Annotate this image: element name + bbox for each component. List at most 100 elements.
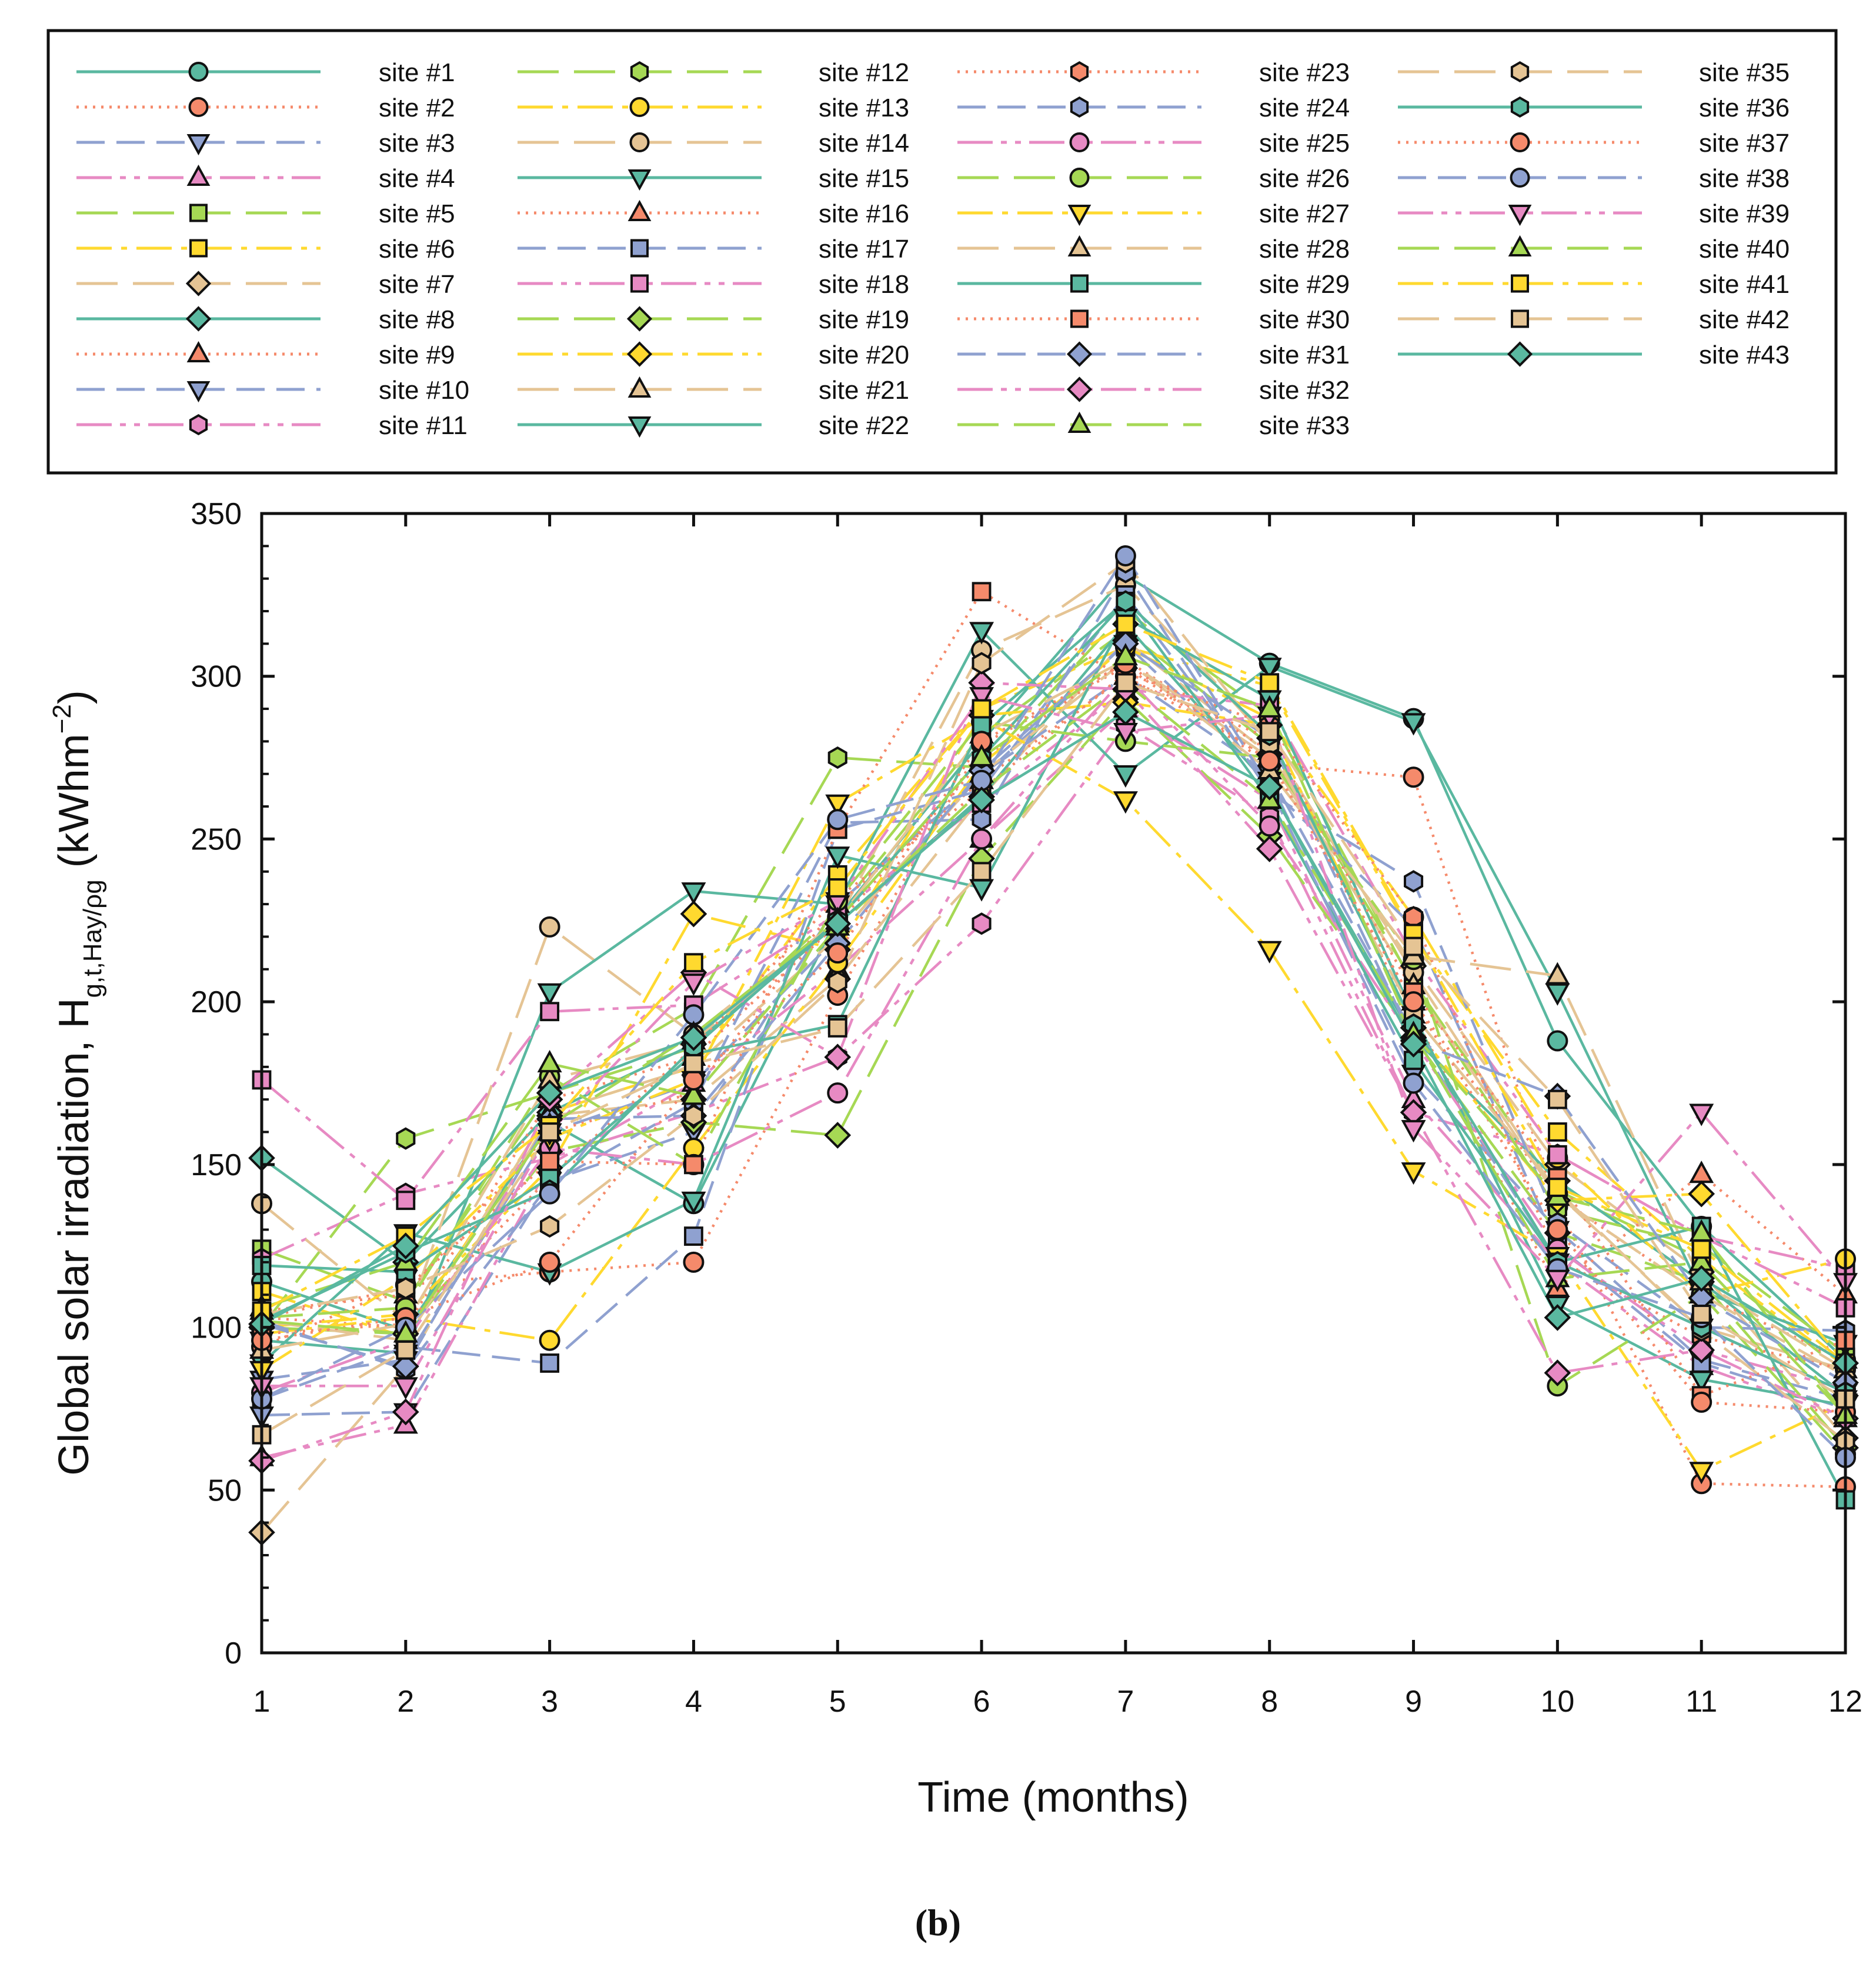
x-tick-label: 7 — [1117, 1685, 1134, 1719]
data-point — [971, 828, 993, 850]
data-point — [1689, 1161, 1714, 1183]
data-point — [972, 699, 992, 719]
series-line — [261, 688, 1847, 1309]
legend-label: site #35 — [1699, 58, 1790, 87]
data-point — [537, 983, 562, 1006]
legend-marker — [189, 204, 208, 222]
series-line — [261, 665, 1846, 1489]
data-point — [1545, 962, 1570, 985]
data-point — [681, 882, 706, 905]
series-line — [261, 698, 1847, 1449]
data-point — [540, 1215, 560, 1238]
data-point — [539, 1251, 560, 1273]
data-point — [827, 746, 847, 769]
legend-entry: site #35 — [1398, 58, 1790, 87]
legend-marker — [1507, 341, 1533, 367]
legend-marker — [186, 381, 211, 403]
y-tick-label: 0 — [225, 1636, 242, 1670]
x-tick-label: 11 — [1685, 1685, 1717, 1719]
legend-marker — [1070, 309, 1089, 328]
series-line — [261, 707, 1846, 1459]
data-point — [396, 1191, 416, 1211]
series-line — [261, 658, 1847, 1378]
legend-marker — [1510, 132, 1530, 152]
legend-label: site #15 — [819, 164, 909, 193]
data-point — [536, 1079, 563, 1106]
legend-label: site #22 — [819, 411, 909, 440]
legend-label: site #31 — [1259, 341, 1350, 369]
legend-marker — [1070, 274, 1089, 293]
data-point — [393, 1377, 418, 1400]
legend-entry: site #36 — [1398, 94, 1790, 122]
legend-entry: site #3 — [76, 129, 455, 158]
legend-label: site #25 — [1259, 129, 1350, 158]
data-point — [396, 1277, 416, 1300]
data-point — [684, 953, 703, 973]
data-point — [1691, 1391, 1713, 1413]
data-point — [827, 809, 849, 831]
y-tick-label: 100 — [191, 1311, 242, 1345]
legend-marker — [186, 134, 211, 156]
legend-entry: site #9 — [76, 341, 455, 369]
y-tick-label: 200 — [191, 985, 242, 1019]
data-point — [969, 622, 994, 645]
data-point — [1544, 1304, 1571, 1331]
legend-label: site #12 — [819, 58, 909, 87]
x-axis-title: Time (months) — [917, 1774, 1189, 1821]
legend-label: site #2 — [379, 94, 455, 122]
data-point — [392, 1232, 419, 1260]
data-point — [539, 1183, 560, 1205]
data-point — [1116, 614, 1136, 634]
data-point — [684, 1226, 703, 1246]
legend-marker — [1066, 341, 1093, 367]
data-point — [681, 1191, 706, 1215]
data-point — [1114, 545, 1136, 566]
legend-entry: site #28 — [957, 235, 1350, 264]
legend-label: site #1 — [379, 58, 455, 87]
legend-entry: site #29 — [957, 270, 1350, 299]
legend-entry: site #4 — [76, 164, 455, 193]
legend-label: site #32 — [1259, 376, 1350, 405]
data-point — [1547, 1089, 1567, 1109]
legend-entry: site #8 — [76, 305, 455, 334]
legend-entry: site #26 — [957, 164, 1350, 193]
data-point — [1547, 1122, 1567, 1142]
data-point — [1259, 750, 1280, 772]
legend-marker — [629, 132, 650, 152]
legend-marker — [1066, 376, 1093, 402]
data-point — [681, 973, 706, 996]
legend-marker — [1070, 61, 1089, 83]
data-point — [684, 1155, 703, 1175]
legend-entry: site #38 — [1398, 164, 1790, 193]
legend-entry: site #42 — [1398, 305, 1790, 334]
data-point — [540, 1151, 560, 1171]
plot-area — [248, 512, 1859, 1655]
data-point — [972, 652, 992, 675]
data-point — [1256, 835, 1283, 862]
legend-entry: site #23 — [957, 58, 1350, 87]
y-tick-label: 50 — [208, 1473, 242, 1508]
legend-label: site #9 — [379, 341, 455, 369]
data-point — [1257, 695, 1282, 718]
y-axis-title: Global solar irradiation, Hg,t,Hay/ρg (k… — [48, 690, 107, 1476]
series-line — [261, 711, 1847, 1365]
data-point — [396, 1127, 416, 1150]
legend-label: site #38 — [1699, 164, 1790, 193]
legend-label: site #29 — [1259, 270, 1350, 299]
legend-marker — [1508, 235, 1532, 256]
series-line — [261, 639, 1847, 1533]
legend-marker — [1510, 96, 1530, 118]
legend-entry: site #33 — [957, 411, 1350, 440]
data-point — [1691, 1305, 1711, 1324]
legend-marker — [189, 239, 208, 258]
data-point — [540, 1122, 560, 1142]
y-tick-label: 300 — [191, 660, 242, 694]
series-line — [261, 554, 1847, 1459]
legend-marker — [630, 61, 649, 83]
legend-marker — [1067, 411, 1091, 433]
data-point — [1689, 1103, 1714, 1126]
series-line — [262, 694, 1847, 1388]
data-point — [1689, 1371, 1714, 1393]
data-point — [1545, 983, 1570, 1006]
data-point — [825, 846, 850, 869]
